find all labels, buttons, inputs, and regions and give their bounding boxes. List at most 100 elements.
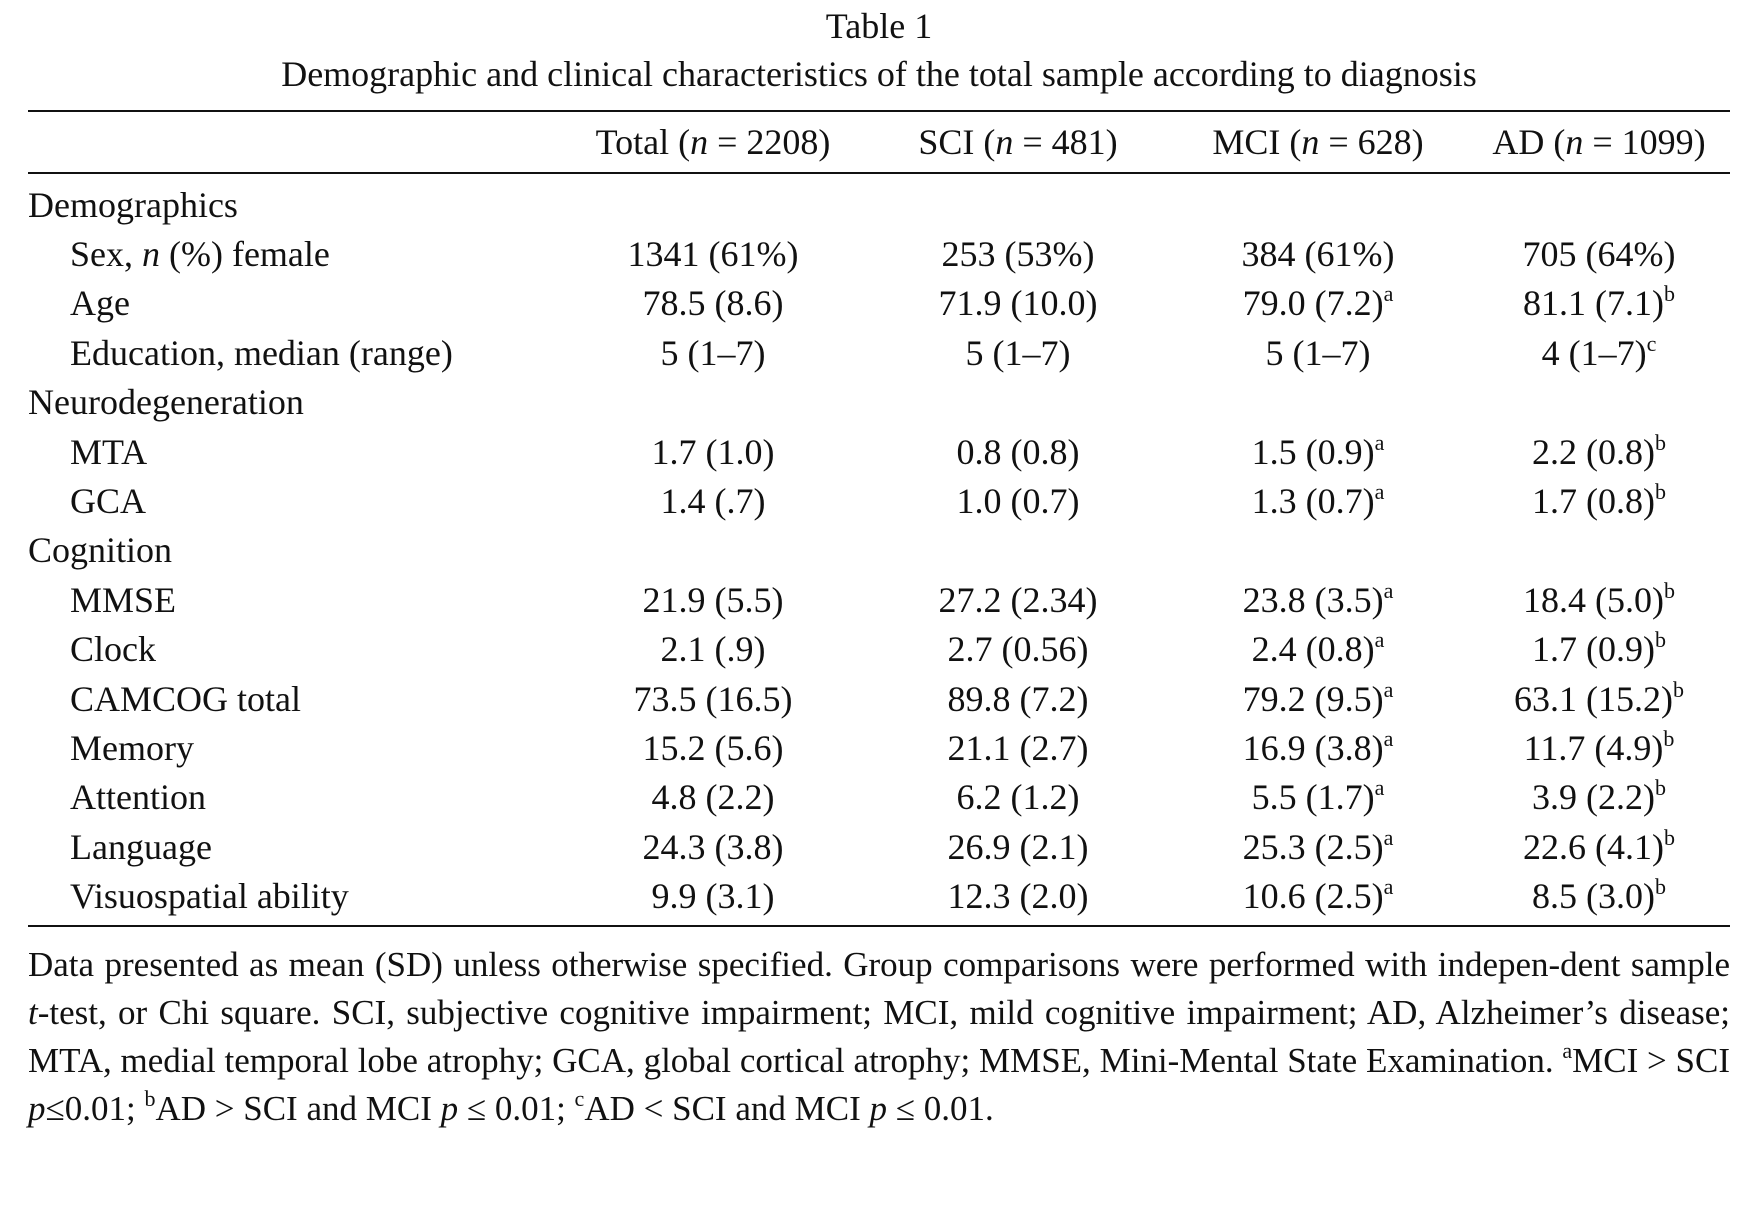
significance-mark: a <box>1374 627 1385 653</box>
label-pre: Education, median (range) <box>70 332 453 373</box>
table-cell: 2.1 (.9) <box>558 625 868 674</box>
table-cell: 15.2 (5.6) <box>558 723 868 772</box>
table-cell: 11.7 (4.9)b <box>1468 723 1730 772</box>
table-cell: 5 (1–7) <box>558 328 868 377</box>
table-cell: 18.4 (5.0)b <box>1468 575 1730 624</box>
cell-value: 16.9 (3.8) <box>1242 727 1384 768</box>
table-row: Attention 4.8 (2.2) 6.2 (1.2) 5.5 (1.7)a 3.9… <box>28 773 1730 822</box>
table-cell: 16.9 (3.8)a <box>1168 723 1468 772</box>
cell-value: 5 (1–7) <box>1265 332 1371 373</box>
cell-value: 18.4 (5.0) <box>1523 579 1664 620</box>
significance-mark: a <box>1383 676 1394 702</box>
empty-cell <box>1468 378 1730 427</box>
row-label: Memory <box>28 723 558 772</box>
cell-value: 10.6 (2.5) <box>1242 876 1384 917</box>
footnote-text: AD < SCI and MCI <box>584 1088 870 1128</box>
cell-value: 26.9 (2.1) <box>947 826 1089 867</box>
header-eq: = <box>1583 122 1622 162</box>
cell-value: 78.5 (8.6) <box>642 283 784 324</box>
table-row: Sex, n (%) female 1341 (61%) 253 (53%) 384 … <box>28 229 1730 278</box>
table-cell: 79.0 (7.2)a <box>1168 279 1468 328</box>
row-label: Visuospatial ability <box>28 871 558 925</box>
cell-value: 5 (1–7) <box>965 332 1071 373</box>
cell-value: 79.0 (7.2) <box>1242 283 1384 324</box>
cell-value: 5.5 (1.7) <box>1251 777 1375 818</box>
header-paren-open: ( <box>1280 122 1302 162</box>
section-row: Neurodegeneration <box>28 378 1730 427</box>
notes-t-italic: t <box>28 992 38 1032</box>
cell-value: 1.7 (0.8) <box>1532 481 1655 522</box>
table-cell: 8.5 (3.0)b <box>1468 871 1730 925</box>
row-label: Age <box>28 279 558 328</box>
table-cell: 1.3 (0.7)a <box>1168 476 1468 525</box>
cell-value: 1.3 (0.7) <box>1251 481 1375 522</box>
table-cell: 24.3 (3.8) <box>558 822 868 871</box>
header-paren-close: ) <box>1411 122 1424 162</box>
significance-mark: b <box>1654 479 1666 505</box>
empty-cell <box>558 378 868 427</box>
footnote-text: AD > SCI and MCI <box>155 1088 441 1128</box>
header-paren-open: ( <box>974 122 996 162</box>
cell-value: 25.3 (2.5) <box>1242 826 1384 867</box>
characteristics-table: Total (n = 2208) SCI (n = 481) MCI (n = … <box>28 110 1730 927</box>
header-paren-close: ) <box>818 122 831 162</box>
empty-cell <box>868 526 1168 575</box>
cell-value: 9.9 (3.1) <box>651 876 775 917</box>
cell-value: 71.9 (10.0) <box>938 283 1098 324</box>
significance-mark: b <box>1663 725 1675 751</box>
table-cell: 705 (64%) <box>1468 229 1730 278</box>
table-cell: 1.5 (0.9)a <box>1168 427 1468 476</box>
header-eq: = <box>1013 122 1052 162</box>
footnote-threshold: ≤ 0.01. <box>886 1088 994 1128</box>
header-eq: = <box>708 122 747 162</box>
cell-value: 11.7 (4.9) <box>1523 727 1664 768</box>
significance-mark: b <box>1672 676 1684 702</box>
empty-cell <box>1168 526 1468 575</box>
table-row: CAMCOG total 73.5 (16.5) 89.8 (7.2) 79.2 (9… <box>28 674 1730 723</box>
cell-value: 8.5 (3.0) <box>1532 876 1655 917</box>
section-heading: Neurodegeneration <box>28 382 304 423</box>
table-row: MMSE 21.9 (5.5) 27.2 (2.34) 23.8 (3.5)a 18.4… <box>28 575 1730 624</box>
empty-cell <box>1168 378 1468 427</box>
cell-value: 1341 (61%) <box>627 234 799 275</box>
header-n-value: 1099 <box>1621 122 1694 162</box>
table-cell: 21.1 (2.7) <box>868 723 1168 772</box>
significance-mark: b <box>1654 627 1666 653</box>
header-paren-close: ) <box>1105 122 1118 162</box>
cell-value: 1.0 (0.7) <box>956 481 1080 522</box>
header-eq: = <box>1319 122 1358 162</box>
table-cell: 384 (61%) <box>1168 229 1468 278</box>
significance-mark: a <box>1383 725 1394 751</box>
header-n-italic: n <box>1565 122 1584 162</box>
row-label: Sex, n (%) female <box>28 229 558 278</box>
significance-mark: a <box>1383 824 1394 850</box>
cell-value: 79.2 (9.5) <box>1242 678 1384 719</box>
table-notes: Data presented as mean (SD) unless other… <box>28 941 1730 1133</box>
significance-mark: b <box>1654 775 1666 801</box>
section-heading: Cognition <box>28 530 173 571</box>
row-label: MMSE <box>28 575 558 624</box>
table-row: Memory 15.2 (5.6) 21.1 (2.7) 16.9 (3.8)a 11.… <box>28 723 1730 772</box>
table-cell: 26.9 (2.1) <box>868 822 1168 871</box>
table-body: Demographics Sex, n (%) female 1341 (61%) 2… <box>28 173 1730 926</box>
cell-value: 705 (64%) <box>1522 234 1676 275</box>
label-pre: Attention <box>70 777 206 818</box>
cell-value: 27.2 (2.34) <box>938 579 1098 620</box>
table-cell: 23.8 (3.5)a <box>1168 575 1468 624</box>
header-row: Total (n = 2208) SCI (n = 481) MCI (n = … <box>28 111 1730 174</box>
table-cell: 63.1 (15.2)b <box>1468 674 1730 723</box>
notes-paragraph: Data presented as mean (SD) unless other… <box>28 941 1730 1133</box>
empty-cell <box>1468 526 1730 575</box>
header-paren-open: ( <box>669 122 691 162</box>
table-row: MTA 1.7 (1.0) 0.8 (0.8) 1.5 (0.9)a 2.2 (0.8)… <box>28 427 1730 476</box>
cell-value: 6.2 (1.2) <box>956 777 1080 818</box>
table-cell: 5.5 (1.7)a <box>1168 773 1468 822</box>
table-cell: 2.4 (0.8)a <box>1168 625 1468 674</box>
empty-cell <box>558 173 868 229</box>
significance-mark: a <box>1383 577 1394 603</box>
section-row: Demographics <box>28 173 1730 229</box>
cell-value: 1.7 (0.9) <box>1532 629 1655 670</box>
cell-value: 4.8 (2.2) <box>651 777 775 818</box>
table-cell: 1341 (61%) <box>558 229 868 278</box>
label-pre: CAMCOG total <box>70 678 302 719</box>
